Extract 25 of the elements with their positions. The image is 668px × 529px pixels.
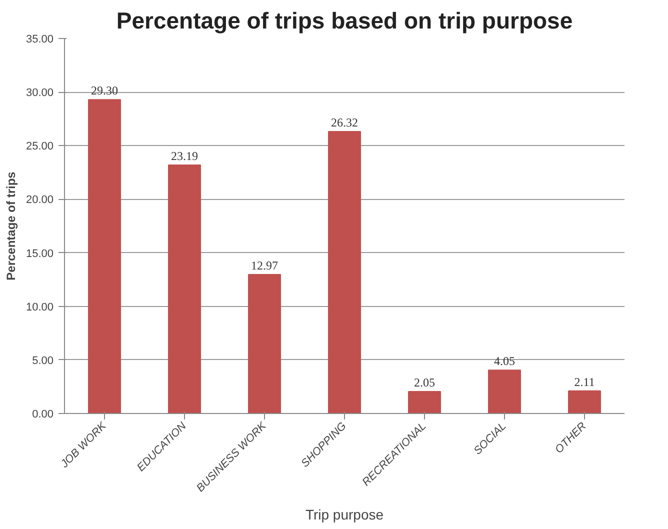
data-label: 4.05 [494,354,515,368]
data-label: 26.32 [331,116,358,130]
y-tick-label: 30.00 [26,87,54,100]
data-label: 2.05 [414,376,435,390]
y-tick-label: 0.00 [32,408,54,420]
data-label: 23.19 [171,149,198,164]
bar [328,131,361,414]
y-tick-label: 25.00 [26,140,54,153]
bar [248,274,281,414]
x-axis-title: Trip purpose [305,506,384,523]
y-tick-label: 5.00 [32,354,54,367]
data-label: 2.11 [574,374,595,389]
bar [408,391,441,414]
y-tick-label: 10.00 [26,301,54,314]
bar [88,99,121,414]
data-label: 12.97 [251,258,278,273]
bar [568,390,601,414]
y-axis-title: Percentage of trips [4,171,18,280]
bar [168,164,201,414]
data-label: 29.30 [91,84,118,98]
y-tick-label: 35.00 [26,34,54,46]
y-tick-label: 15.00 [26,248,54,260]
chart-title: Percentage of trips based on trip purpose [116,8,573,34]
bar [488,370,521,414]
y-tick-label: 20.00 [26,194,54,206]
